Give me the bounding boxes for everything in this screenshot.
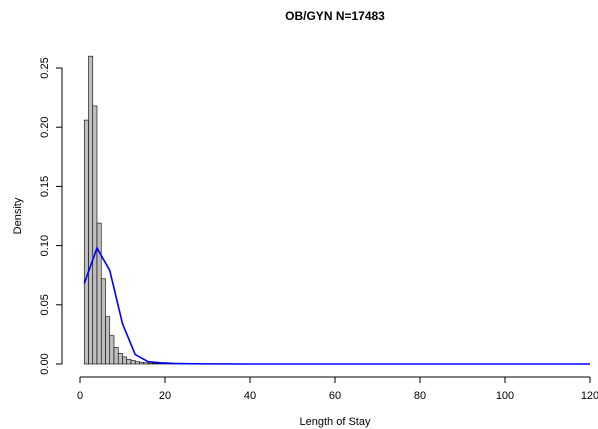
bar <box>105 316 111 365</box>
x-axis-label: Length of Stay <box>300 416 371 428</box>
y-tick-label: 0.10 <box>39 235 51 256</box>
bar <box>109 335 115 365</box>
bar <box>83 119 89 365</box>
bar <box>117 353 123 365</box>
y-tick-label: 0.20 <box>39 116 51 137</box>
x-tick-label: 60 <box>329 390 341 402</box>
y-tick-label: 0.15 <box>39 176 51 197</box>
x-tick-label: 100 <box>496 390 514 402</box>
density-line <box>83 246 590 365</box>
bar <box>147 362 153 365</box>
bar <box>96 222 102 365</box>
bar <box>100 278 106 365</box>
bar <box>88 55 94 365</box>
bar <box>134 361 140 365</box>
y-axis-label: Density <box>12 197 24 234</box>
bar <box>143 362 149 365</box>
x-tick-label: 0 <box>77 390 83 402</box>
x-tick-label: 20 <box>159 390 171 402</box>
y-tick-label: 0.25 <box>39 57 51 78</box>
bar <box>122 356 128 365</box>
bar <box>126 358 132 365</box>
bar <box>151 362 157 365</box>
bar <box>92 105 98 365</box>
y-tick-label: 0.00 <box>39 353 51 374</box>
bar <box>130 360 136 365</box>
bar <box>139 361 145 365</box>
x-tick-label: 80 <box>414 390 426 402</box>
bar <box>113 347 119 365</box>
x-tick-label: 40 <box>244 390 256 402</box>
x-tick-label: 120 <box>581 390 598 402</box>
y-tick-label: 0.05 <box>39 294 51 315</box>
chart-title: OB/GYN N=17483 <box>285 9 385 23</box>
